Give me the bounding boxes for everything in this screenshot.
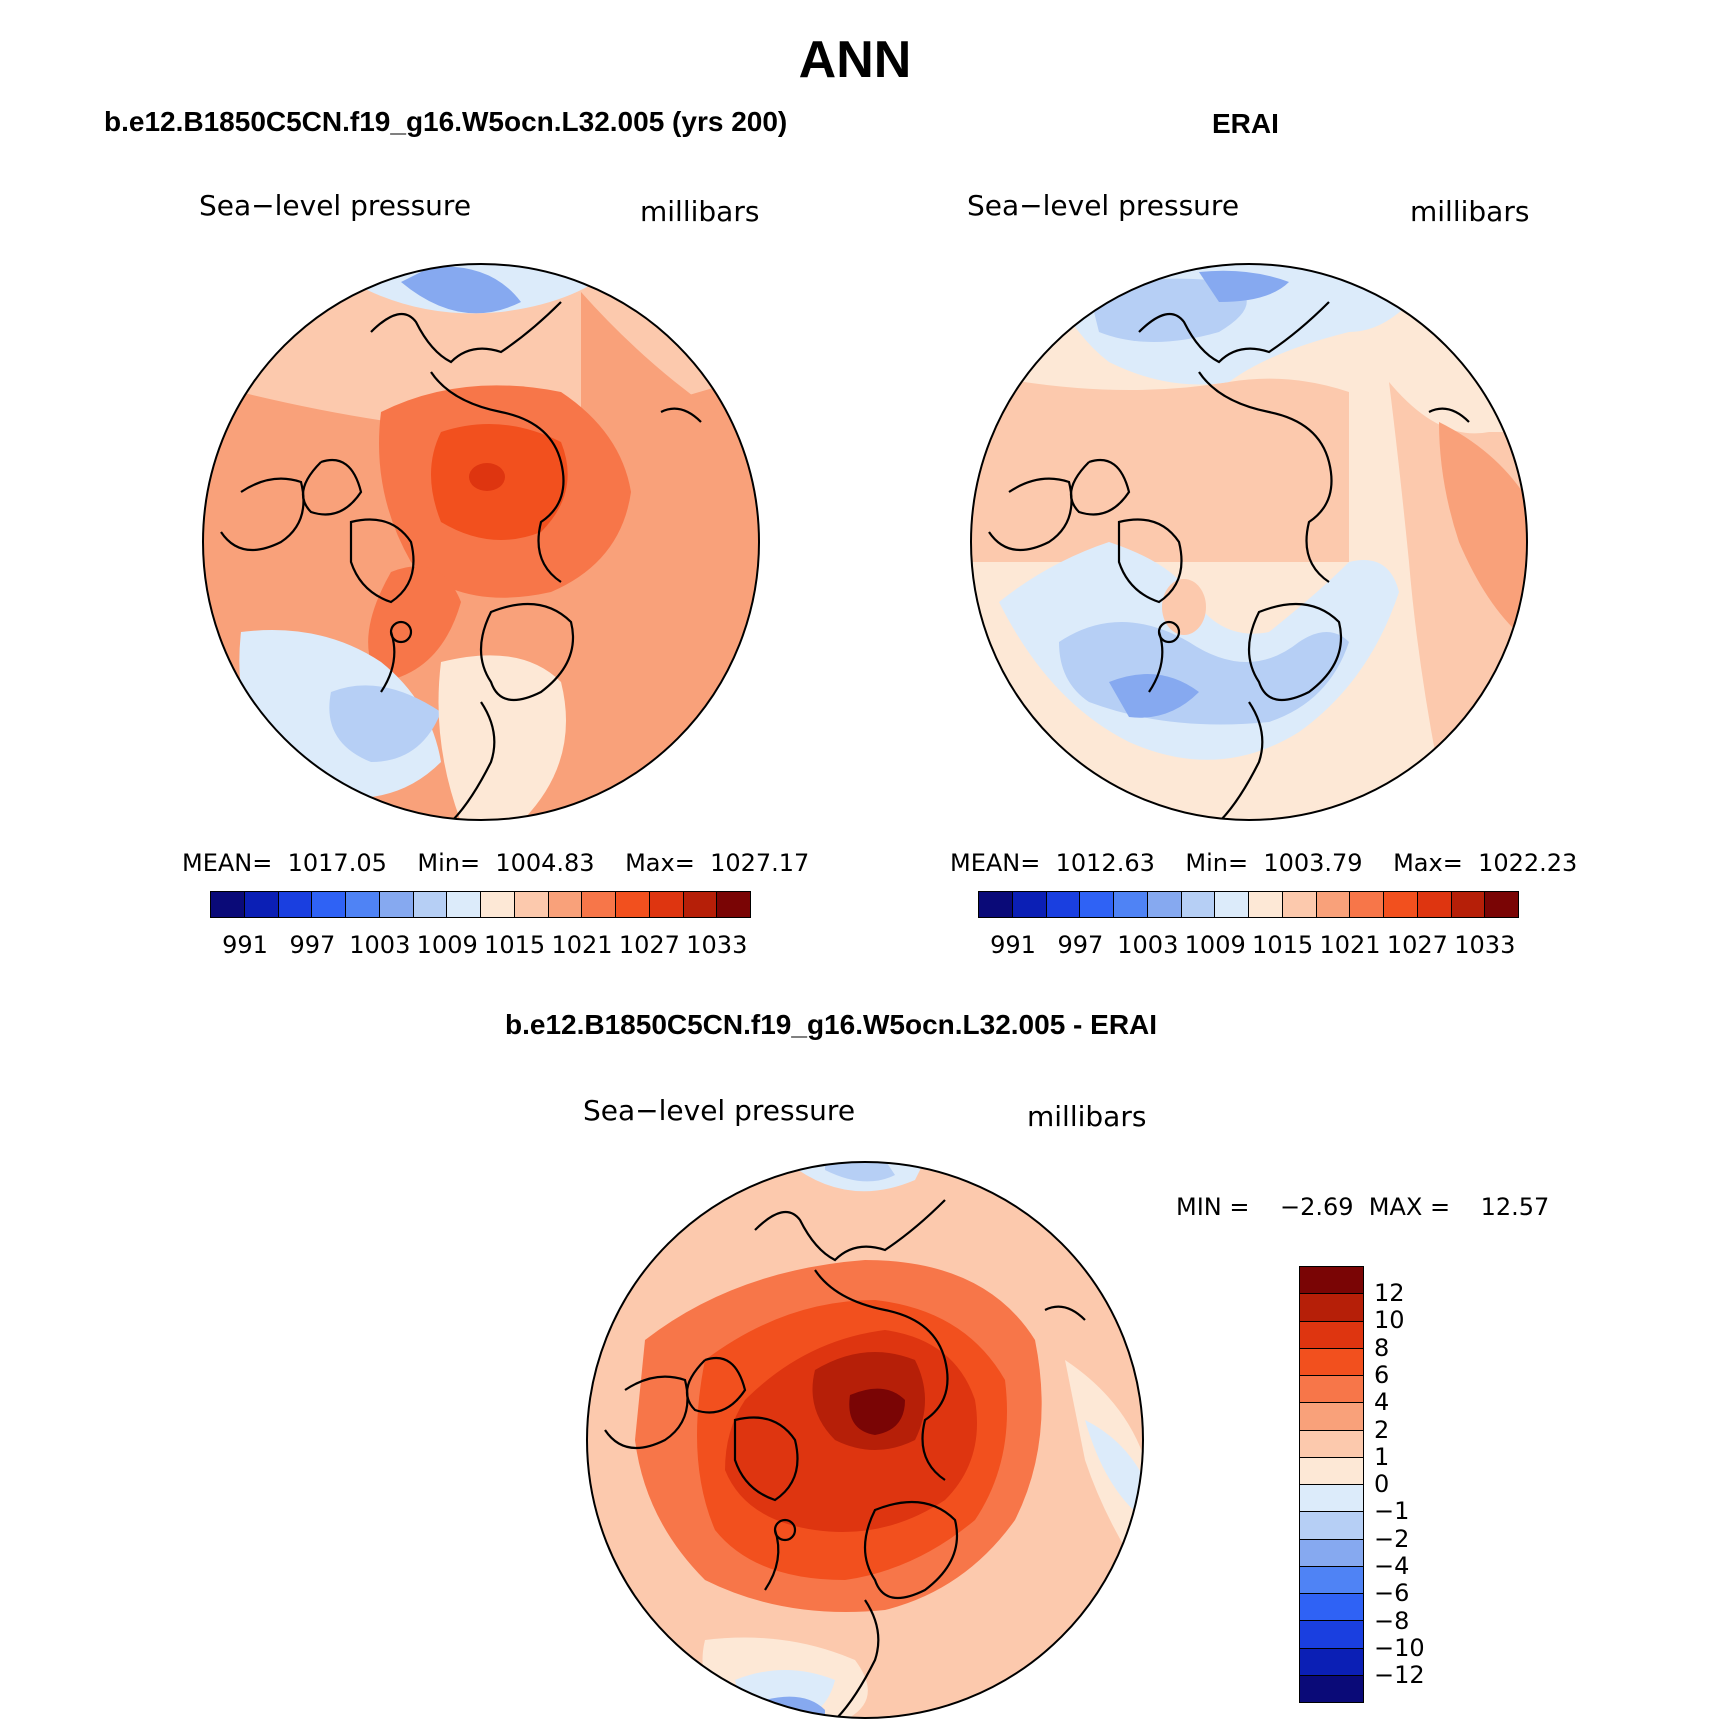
colorbar-swatch	[1300, 1594, 1363, 1622]
colorbar-swatch	[346, 892, 380, 917]
colorbar-swatch	[1147, 892, 1182, 917]
colorbar-tick-label: 4	[1374, 1388, 1390, 1417]
colorbar-tick-label: 6	[1374, 1360, 1390, 1389]
obs-units-label: millibars	[1410, 195, 1530, 228]
colorbar-tick-label: 12	[1374, 1279, 1405, 1307]
colorbar-tick-label: 1	[1374, 1442, 1390, 1471]
colorbar-swatch	[1249, 892, 1283, 917]
diff-polar-map	[586, 1161, 1144, 1719]
model-units-label: millibars	[640, 195, 760, 228]
colorbar-tick-label: −12	[1374, 1661, 1425, 1690]
colorbar-tick-label: 1033	[686, 931, 748, 959]
colorbar-tick-label: 8	[1374, 1333, 1390, 1362]
model-stats: MEAN= 1017.05 Min= 1004.83 Max= 1027.17	[182, 849, 810, 877]
colorbar-swatch	[1300, 1430, 1363, 1458]
colorbar-tick-label: 991	[990, 931, 1036, 959]
colorbar-tick-label: 1009	[1184, 931, 1246, 959]
colorbar-swatch	[1012, 892, 1047, 917]
colorbar-tick-label: 1009	[416, 931, 478, 959]
colorbar-swatch	[717, 892, 750, 917]
colorbar-swatch	[1300, 1512, 1363, 1540]
colorbar-swatch	[1300, 1403, 1363, 1431]
obs-polar-map	[970, 263, 1528, 821]
colorbar-swatch	[649, 892, 684, 917]
obs-colorbar	[978, 891, 1519, 918]
colorbar-tick-label: −2	[1374, 1524, 1410, 1553]
obs-variable-label: Sea−level pressure	[967, 189, 1240, 222]
colorbar-tick-label: 1003	[349, 931, 411, 959]
colorbar-tick-label: 2	[1374, 1415, 1390, 1444]
colorbar-swatch	[1316, 892, 1351, 917]
model-panel-title: b.e12.B1850C5CN.f19_g16.W5ocn.L32.005 (y…	[104, 106, 788, 137]
colorbar-swatch	[1300, 1566, 1363, 1594]
colorbar-tick-label: 1021	[551, 931, 613, 959]
diff-variable-label: Sea−level pressure	[583, 1094, 856, 1127]
colorbar-swatch	[1300, 1485, 1363, 1513]
colorbar-tick-label: −1	[1374, 1497, 1410, 1526]
colorbar-swatch	[1181, 892, 1216, 917]
colorbar-tick-label: −10	[1374, 1633, 1425, 1662]
colorbar-swatch	[1300, 1457, 1363, 1485]
colorbar-tick-label: −4	[1374, 1552, 1410, 1580]
obs-panel-title: ERAI	[1212, 108, 1279, 139]
colorbar-swatch	[683, 892, 718, 917]
colorbar-swatch	[548, 892, 583, 917]
colorbar-swatch	[1300, 1376, 1363, 1404]
colorbar-tick-label: 1015	[484, 931, 546, 959]
colorbar-swatch	[1300, 1321, 1363, 1349]
colorbar-swatch	[481, 892, 515, 917]
colorbar-swatch	[616, 892, 650, 917]
colorbar-tick-label: 1003	[1117, 931, 1179, 959]
colorbar-swatch	[1300, 1675, 1363, 1702]
model-variable-label: Sea−level pressure	[199, 189, 472, 222]
colorbar-swatch	[1350, 892, 1384, 917]
colorbar-swatch	[1046, 892, 1081, 917]
colorbar-swatch	[244, 892, 279, 917]
colorbar-swatch	[1384, 892, 1418, 917]
colorbar-tick-label: 0	[1374, 1470, 1390, 1499]
colorbar-tick-label: 10	[1374, 1306, 1405, 1335]
colorbar-swatch	[1282, 892, 1317, 917]
diff-colorbar	[1299, 1266, 1364, 1703]
colorbar-swatch	[1417, 892, 1452, 917]
colorbar-tick-label: −8	[1374, 1606, 1410, 1635]
colorbar-tick-label: 1027	[618, 931, 680, 959]
colorbar-tick-label: 1033	[1454, 931, 1516, 959]
model-colorbar	[210, 891, 751, 918]
colorbar-swatch	[413, 892, 448, 917]
colorbar-tick-label: 991	[222, 931, 268, 959]
colorbar-swatch	[278, 892, 313, 917]
colorbar-swatch	[1215, 892, 1249, 917]
colorbar-swatch	[1080, 892, 1114, 917]
figure-title: ANN	[798, 31, 912, 89]
colorbar-swatch	[1300, 1539, 1363, 1567]
colorbar-tick-label: −6	[1374, 1579, 1410, 1608]
colorbar-swatch	[1300, 1348, 1363, 1376]
colorbar-swatch	[312, 892, 346, 917]
diff-units-label: millibars	[1027, 1100, 1147, 1133]
colorbar-swatch	[211, 892, 245, 917]
colorbar-swatch	[1300, 1648, 1363, 1676]
colorbar-tick-label: 1027	[1386, 931, 1448, 959]
diff-stats: MIN = −2.69 MAX = 12.57	[1176, 1193, 1550, 1221]
colorbar-swatch	[1300, 1294, 1363, 1322]
colorbar-swatch	[379, 892, 414, 917]
colorbar-tick-label: 997	[289, 931, 336, 959]
colorbar-tick-label: 1015	[1252, 931, 1314, 959]
colorbar-swatch	[447, 892, 481, 917]
model-polar-map	[202, 263, 760, 821]
colorbar-swatch	[1451, 892, 1486, 917]
colorbar-tick-label: 997	[1057, 931, 1104, 959]
colorbar-swatch	[514, 892, 549, 917]
obs-stats: MEAN= 1012.63 Min= 1003.79 Max= 1022.23	[950, 849, 1578, 877]
colorbar-swatch	[1300, 1621, 1363, 1649]
colorbar-tick-label: 1021	[1319, 931, 1381, 959]
diff-panel-title: b.e12.B1850C5CN.f19_g16.W5ocn.L32.005 - …	[505, 1009, 1158, 1040]
colorbar-swatch	[1114, 892, 1148, 917]
colorbar-swatch	[1300, 1267, 1363, 1295]
colorbar-swatch	[1485, 892, 1518, 917]
colorbar-swatch	[979, 892, 1013, 917]
colorbar-swatch	[582, 892, 616, 917]
